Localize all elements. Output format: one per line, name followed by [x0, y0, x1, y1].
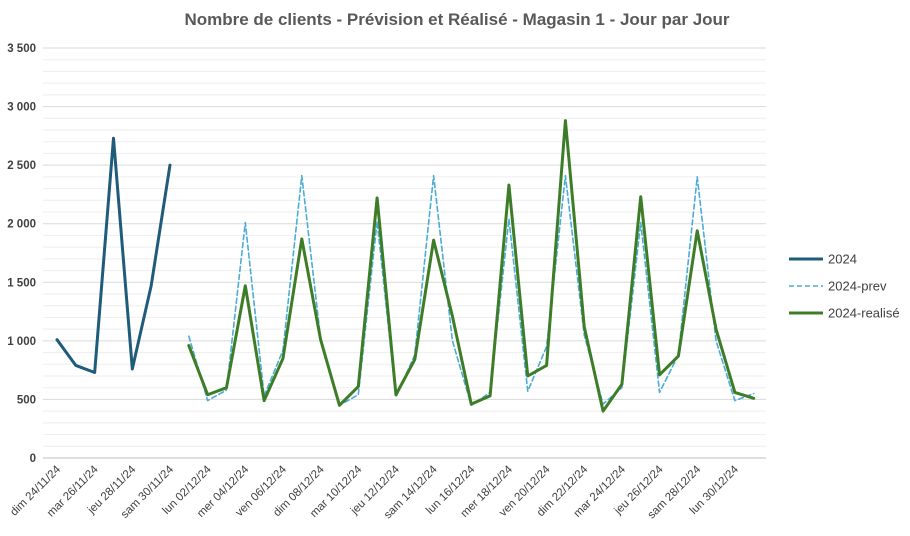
series-line-3	[187, 119, 756, 413]
series-line-2	[188, 174, 755, 407]
legend: 2024 2024-prev 2024-realisé	[789, 252, 900, 321]
y-tick-label: 2 500	[7, 160, 36, 172]
series-lines	[55, 119, 756, 413]
legend-label: 2024-realisé	[828, 306, 900, 321]
y-tick-label: 500	[17, 394, 36, 406]
y-axis: 0 500 1 000 1 500 2 000 2 500 3 000 3 500	[7, 43, 36, 465]
legend-label: 2024	[828, 252, 857, 267]
y-tick-label: 0	[30, 453, 36, 465]
y-tick-label: 3 500	[7, 43, 36, 55]
legend-label: 2024-prev	[828, 279, 887, 294]
y-tick-label: 3 000	[7, 102, 36, 114]
series-line-1	[55, 136, 172, 374]
y-tick-label: 1 500	[7, 277, 36, 289]
y-tick-label: 2 000	[7, 219, 36, 231]
chart-title: Nombre de clients - Prévision et Réalisé…	[184, 10, 729, 29]
gridlines	[43, 47, 766, 459]
y-tick-label: 1 000	[7, 336, 36, 348]
